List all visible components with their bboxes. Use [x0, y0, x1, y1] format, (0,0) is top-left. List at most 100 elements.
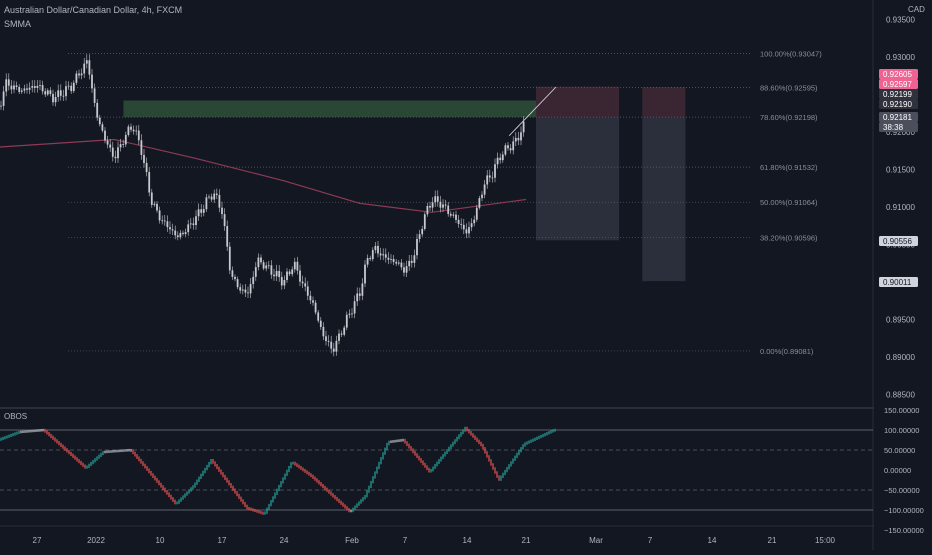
candle-body — [46, 90, 49, 95]
candle-body — [442, 204, 444, 208]
position-target-zone[interactable] — [536, 117, 620, 241]
oscillator-bar — [134, 451, 136, 457]
oscillator-bar — [214, 461, 216, 467]
oscillator-title[interactable]: OBOS — [4, 412, 28, 421]
price-tick-label: 0.91000 — [886, 203, 915, 212]
oscillator-bar — [488, 455, 490, 462]
candle-body — [98, 117, 101, 125]
oscillator-bar — [218, 466, 220, 472]
candle-body — [5, 79, 8, 92]
oscillator-bar — [60, 442, 62, 448]
oscillator-bar — [100, 452, 102, 457]
oscillator-bar — [242, 499, 244, 505]
candle-body — [254, 267, 257, 277]
candle-body — [436, 196, 439, 202]
candle-body — [143, 154, 145, 163]
oscillator-bar — [106, 450, 108, 454]
candle-body — [41, 85, 44, 92]
oscillator-bar — [342, 502, 344, 507]
fib-retracement[interactable]: 100.00%(0.93047) 88.60%(0.92595) 78.60%(0.… — [68, 49, 822, 356]
oscillator-bar — [234, 488, 236, 494]
oscillator-bar — [72, 453, 74, 458]
candle-body — [364, 264, 366, 284]
oscillator-bar — [464, 426, 466, 432]
candle-body — [361, 283, 364, 296]
oscillator-bar — [422, 460, 424, 466]
oscillator-bar — [200, 473, 202, 480]
candles-layer — [0, 54, 525, 357]
candle-body — [514, 137, 517, 142]
symbol-title[interactable]: Australian Dollar/Canadian Dollar, 4h, F… — [4, 5, 183, 15]
oscillator-tick-label: 100.00000 — [884, 426, 919, 435]
oscillator-bar — [400, 439, 402, 442]
time-tick-label: 14 — [463, 536, 472, 545]
fib-level-label: 61.80%(0.91532) — [760, 163, 818, 172]
oscillator-bar — [518, 449, 520, 456]
oscillator-bar — [104, 450, 106, 454]
oscillator-bar — [358, 501, 360, 506]
oscillator-bar — [404, 438, 406, 444]
oscillator-bar — [14, 432, 16, 436]
oscillator-bar — [270, 500, 272, 507]
candle-body — [371, 250, 374, 260]
supply-zone[interactable] — [123, 100, 586, 118]
oscillator-bar — [32, 429, 34, 433]
position-target-zone[interactable] — [642, 117, 686, 282]
oscillator-bar — [408, 443, 410, 449]
fib-level-label: 38.20%(0.90596) — [760, 233, 818, 242]
position-stop-zone[interactable] — [642, 87, 686, 118]
candle-body — [267, 265, 270, 267]
oscillator-bar — [166, 489, 168, 495]
candle-body — [449, 213, 452, 216]
oscillator-bar — [554, 428, 556, 432]
oscillator-bar — [250, 507, 252, 511]
oscillator-bar — [38, 429, 40, 432]
trendline[interactable] — [508, 86, 557, 137]
price-axis[interactable]: 0.935000.930000.925000.920000.915000.910… — [874, 0, 932, 550]
candle-body — [366, 258, 369, 265]
candle-body — [67, 85, 70, 87]
drawing-zones[interactable] — [123, 86, 686, 282]
candle-body — [31, 86, 34, 88]
candle-body — [187, 224, 190, 233]
candle-body — [517, 137, 520, 141]
oscillator-bar — [4, 436, 6, 440]
oscillator-bar — [524, 442, 526, 447]
smma-legend[interactable]: SMMA — [4, 19, 31, 29]
oscillator-bar — [168, 492, 170, 498]
oscillator-bar — [66, 448, 68, 453]
oscillator-bar — [282, 477, 284, 484]
oscillator-bar — [372, 476, 374, 484]
position-stop-zone[interactable] — [536, 86, 620, 118]
candle-body — [312, 300, 314, 303]
candle-body — [358, 293, 361, 296]
candle-body — [130, 126, 132, 130]
candle-body — [322, 326, 325, 337]
candle-body — [423, 214, 426, 229]
candle-body — [228, 246, 231, 271]
oscillator-bar — [92, 460, 94, 465]
oscillator-bar — [140, 458, 142, 464]
fib-level-label: 88.60%(0.92595) — [760, 83, 818, 92]
oscillator-bar — [368, 485, 370, 493]
smma-line — [0, 138, 527, 213]
candle-body — [78, 73, 80, 76]
candle-body — [252, 276, 255, 285]
trendline-layer[interactable] — [508, 86, 557, 137]
candle-body — [182, 232, 184, 234]
oscillator-bar — [500, 475, 502, 481]
candle-body — [348, 313, 351, 315]
oscillator-bar — [158, 480, 160, 486]
oscillator-bar — [150, 470, 152, 476]
candle-body — [150, 192, 153, 205]
oscillator-bar — [220, 469, 222, 475]
oscillator-bar — [222, 472, 224, 478]
oscillator-tick-label: 150.00000 — [884, 406, 919, 415]
oscillator-pane[interactable] — [0, 426, 873, 515]
oscillator-bar — [236, 491, 238, 497]
candle-body — [410, 260, 413, 263]
time-axis[interactable]: 27 2022 10 17 24 Feb 7 14 21 Mar 7 14 21 15:00 — [33, 536, 836, 545]
